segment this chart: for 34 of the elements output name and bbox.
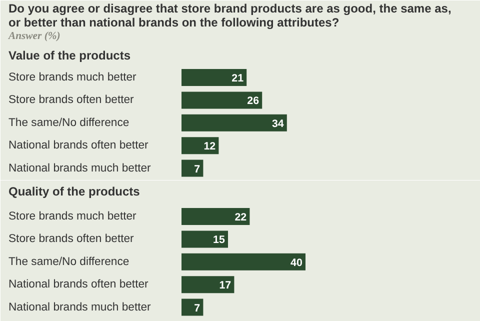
y-tick-label: Store brands often better	[8, 94, 134, 106]
bar	[182, 92, 262, 109]
y-tick-label: Store brands much better	[8, 210, 137, 222]
y-tick-label: Store brands often better	[8, 233, 134, 246]
data-label: 22	[234, 212, 247, 224]
text: Value of the products	[8, 48, 131, 62]
bar	[182, 298, 204, 316]
bar	[182, 160, 204, 177]
bar	[182, 208, 250, 225]
data-label: 26	[247, 95, 260, 108]
bar	[182, 253, 306, 270]
data-label: 15	[213, 234, 225, 246]
data-label: 17	[219, 280, 232, 292]
y-tick-label: The same/No difference	[8, 256, 130, 268]
data-label: 7	[194, 302, 200, 314]
y-tick-label: National brands often better	[8, 140, 149, 152]
y-tick-label: National brands much better	[8, 301, 152, 314]
data-label: 21	[232, 72, 244, 84]
text: Answer (%)	[8, 31, 60, 42]
y-tick-label: The same/No difference	[8, 116, 130, 129]
y-tick-label: National brands often better	[8, 278, 149, 291]
bar	[182, 137, 219, 154]
bar	[182, 276, 234, 294]
data-label: 34	[272, 118, 284, 130]
data-label: 40	[290, 256, 302, 269]
chart-title: Do you agree or disagree that store brand products are as good, the same as, or better than national brands on the following attributes?	[8, 2, 452, 30]
bar	[182, 230, 228, 248]
y-tick-label: National brands much better	[8, 162, 152, 174]
data-label: 7	[194, 163, 200, 176]
bar	[182, 69, 247, 86]
y-tick-label: Store brands much better	[8, 72, 137, 84]
text: Quality of the products	[8, 184, 140, 198]
bar	[182, 114, 287, 132]
data-label: 12	[204, 140, 216, 153]
